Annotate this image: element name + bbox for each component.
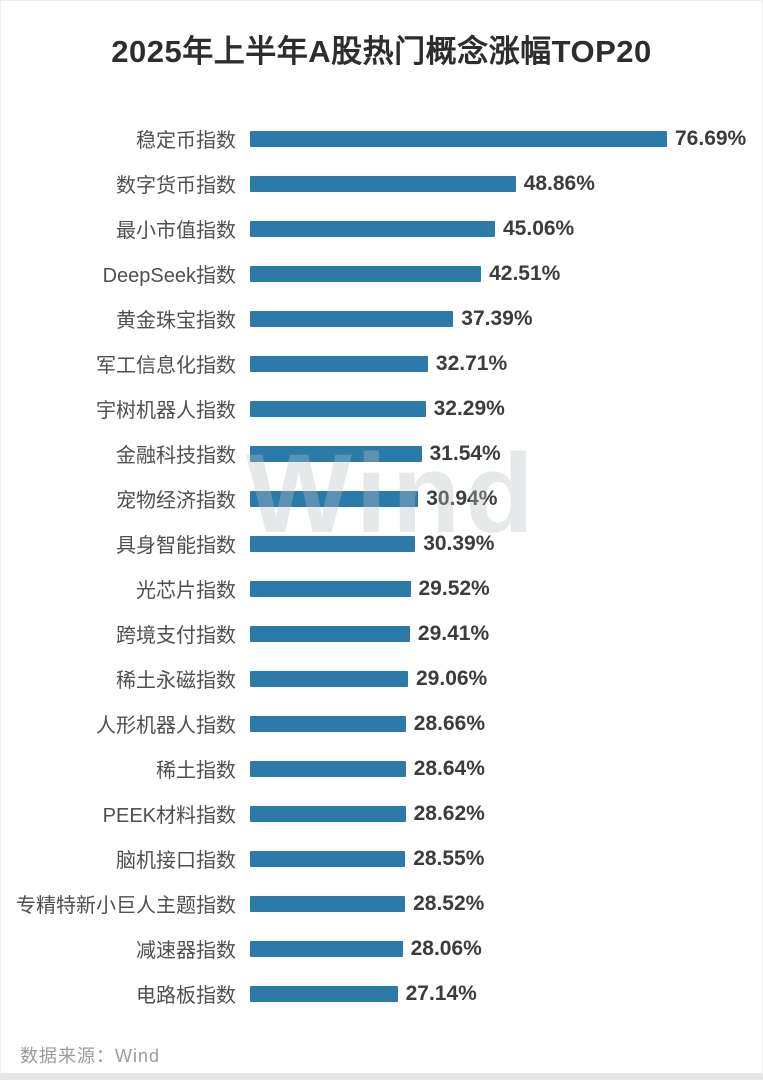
chart-row: DeepSeek指数 42.51% bbox=[0, 251, 763, 296]
chart-row: 稀土指数 28.64% bbox=[0, 746, 763, 791]
row-value: 28.62% bbox=[413, 801, 485, 825]
row-label: 专精特新小巨人主题指数 bbox=[16, 895, 236, 917]
row-bar bbox=[250, 625, 410, 642]
row-value: 28.52% bbox=[413, 891, 485, 915]
row-label: 减速器指数 bbox=[136, 940, 236, 962]
row-value: 45.06% bbox=[503, 216, 575, 240]
row-value: 29.41% bbox=[417, 621, 490, 645]
row-value: 42.51% bbox=[489, 261, 561, 285]
row-bar bbox=[250, 445, 422, 462]
row-label: 军工信息化指数 bbox=[96, 355, 236, 377]
row-value: 37.39% bbox=[461, 306, 533, 330]
row-label: 宇树机器人指数 bbox=[96, 400, 236, 422]
chart-row: 宇树机器人指数 32.29% bbox=[0, 386, 763, 431]
chart-row: 光芯片指数 29.52% bbox=[0, 566, 763, 611]
row-bar bbox=[250, 805, 406, 822]
chart-row: 宠物经济指数 30.94% bbox=[0, 476, 763, 521]
row-label: 脑机接口指数 bbox=[116, 850, 236, 872]
row-value: 29.06% bbox=[416, 666, 488, 690]
row-bar bbox=[250, 355, 428, 372]
row-value: 27.14% bbox=[405, 981, 477, 1005]
row-label: PEEK材料指数 bbox=[102, 805, 236, 827]
row-label: 电路板指数 bbox=[136, 985, 236, 1007]
chart-row: 电路板指数 27.14% bbox=[0, 971, 763, 1016]
row-bar bbox=[250, 220, 495, 237]
row-label: 金融科技指数 bbox=[116, 445, 236, 467]
row-value: 30.94% bbox=[426, 486, 498, 510]
page-title: 2025年上半年A股热门概念涨幅TOP20 bbox=[111, 34, 652, 69]
row-bar bbox=[250, 535, 416, 552]
row-bar bbox=[250, 985, 398, 1002]
bar-chart: 稳定币指数 76.69% 数字货币指数 48.86% 最小市值指数 45.06%… bbox=[0, 116, 763, 1016]
chart-row: 稳定币指数 76.69% bbox=[0, 116, 763, 161]
row-value: 76.69% bbox=[675, 126, 747, 150]
chart-row: 人形机器人指数 28.66% bbox=[0, 701, 763, 746]
chart-row: 跨境支付指数 29.41% bbox=[0, 611, 763, 656]
row-label: 光芯片指数 bbox=[136, 580, 236, 602]
bottom-edge-strip bbox=[0, 1073, 763, 1080]
row-value: 28.06% bbox=[410, 936, 482, 960]
row-label: DeepSeek指数 bbox=[102, 265, 236, 287]
row-label: 最小市值指数 bbox=[116, 220, 236, 242]
row-value: 31.54% bbox=[429, 441, 501, 465]
row-value: 29.52% bbox=[418, 576, 490, 600]
chart-row: 稀土永磁指数 29.06% bbox=[0, 656, 763, 701]
row-bar bbox=[250, 895, 406, 912]
row-bar bbox=[250, 850, 406, 867]
row-bar bbox=[250, 940, 403, 957]
data-source-note: 数据来源：Wind bbox=[20, 1046, 161, 1066]
chart-row: 专精特新小巨人主题指数 28.52% bbox=[0, 881, 763, 926]
chart-row: PEEK材料指数 28.62% bbox=[0, 791, 763, 836]
row-label: 黄金珠宝指数 bbox=[116, 310, 236, 332]
chart-row: 最小市值指数 45.06% bbox=[0, 206, 763, 251]
row-label: 稀土永磁指数 bbox=[116, 670, 236, 692]
row-label: 宠物经济指数 bbox=[116, 490, 236, 512]
row-bar bbox=[250, 760, 406, 777]
row-bar bbox=[250, 490, 419, 507]
row-bar bbox=[250, 715, 406, 732]
row-bar bbox=[250, 670, 408, 687]
row-value: 48.86% bbox=[523, 171, 595, 195]
row-label: 数字货币指数 bbox=[116, 175, 236, 197]
row-value: 30.39% bbox=[423, 531, 495, 555]
chart-row: 具身智能指数 30.39% bbox=[0, 521, 763, 566]
row-value: 32.71% bbox=[435, 351, 508, 375]
row-value: 28.55% bbox=[413, 846, 485, 870]
row-bar bbox=[250, 580, 411, 597]
row-label: 具身智能指数 bbox=[116, 535, 236, 557]
chart-row: 减速器指数 28.06% bbox=[0, 926, 763, 971]
chart-row: 黄金珠宝指数 37.39% bbox=[0, 296, 763, 341]
chart-row: 军工信息化指数 32.71% bbox=[0, 341, 763, 386]
row-label: 稀土指数 bbox=[156, 760, 236, 782]
row-bar bbox=[250, 310, 454, 327]
row-label: 跨境支付指数 bbox=[116, 625, 236, 647]
row-value: 28.66% bbox=[413, 711, 486, 735]
row-bar bbox=[250, 130, 667, 147]
row-value: 28.64% bbox=[413, 756, 485, 780]
row-bar bbox=[250, 265, 482, 282]
chart-row: 脑机接口指数 28.55% bbox=[0, 836, 763, 881]
row-label: 稳定币指数 bbox=[136, 130, 236, 152]
chart-row: 数字货币指数 48.86% bbox=[0, 161, 763, 206]
row-bar bbox=[250, 175, 516, 192]
row-value: 32.29% bbox=[433, 396, 505, 420]
chart-row: 金融科技指数 31.54% bbox=[0, 431, 763, 476]
row-label: 人形机器人指数 bbox=[96, 715, 236, 737]
row-bar bbox=[250, 400, 426, 417]
